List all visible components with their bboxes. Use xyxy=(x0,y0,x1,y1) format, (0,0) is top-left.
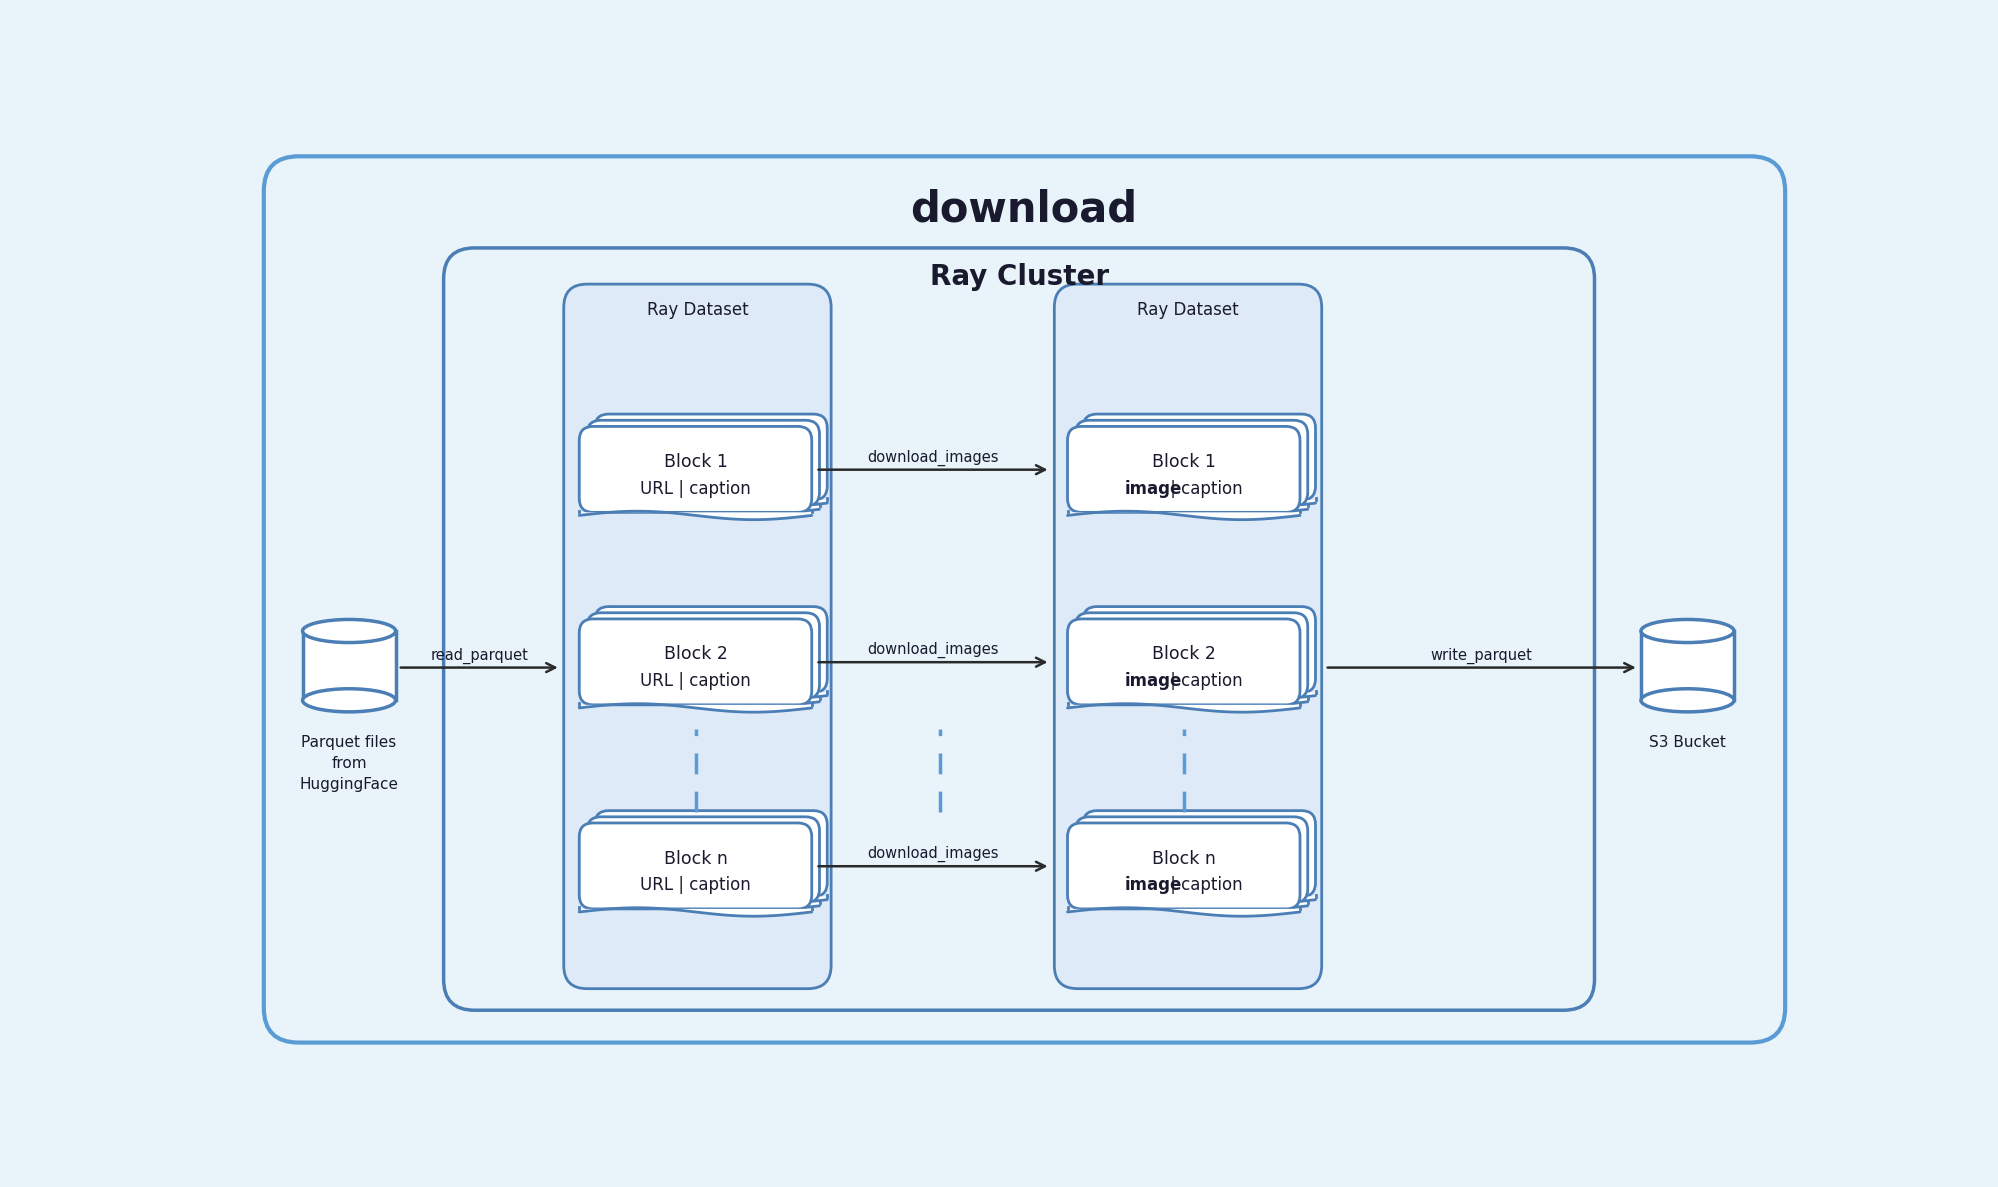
Polygon shape xyxy=(302,631,396,700)
Text: S3 Bucket: S3 Bucket xyxy=(1648,735,1724,749)
Text: Ray Dataset: Ray Dataset xyxy=(1137,301,1239,319)
Text: download: download xyxy=(909,189,1137,230)
Polygon shape xyxy=(1083,895,1315,903)
FancyBboxPatch shape xyxy=(1075,612,1307,699)
Polygon shape xyxy=(1067,512,1299,520)
FancyBboxPatch shape xyxy=(579,823,811,909)
Text: image: image xyxy=(1125,673,1181,691)
Text: read_parquet: read_parquet xyxy=(430,648,527,664)
Text: | caption: | caption xyxy=(1165,876,1243,895)
Ellipse shape xyxy=(302,620,396,642)
Polygon shape xyxy=(579,704,811,712)
FancyBboxPatch shape xyxy=(1067,426,1299,513)
Polygon shape xyxy=(1075,698,1307,706)
Text: download_images: download_images xyxy=(867,450,999,465)
Text: URL | caption: URL | caption xyxy=(639,876,751,895)
Ellipse shape xyxy=(302,688,396,712)
Text: image: image xyxy=(1125,480,1181,497)
FancyBboxPatch shape xyxy=(579,426,811,513)
Polygon shape xyxy=(1075,504,1307,514)
FancyBboxPatch shape xyxy=(587,612,819,699)
Polygon shape xyxy=(1640,631,1732,700)
FancyBboxPatch shape xyxy=(587,817,819,903)
Text: URL | caption: URL | caption xyxy=(639,673,751,691)
Polygon shape xyxy=(587,698,819,706)
Text: | caption: | caption xyxy=(1165,673,1243,691)
FancyBboxPatch shape xyxy=(1083,811,1315,896)
FancyBboxPatch shape xyxy=(1067,823,1299,909)
FancyBboxPatch shape xyxy=(264,157,1784,1042)
Text: URL | caption: URL | caption xyxy=(639,480,751,497)
Text: Ray Cluster: Ray Cluster xyxy=(929,264,1109,291)
Polygon shape xyxy=(579,512,811,520)
Ellipse shape xyxy=(1640,688,1732,712)
Text: Parquet files
from
HuggingFace: Parquet files from HuggingFace xyxy=(300,735,398,792)
FancyBboxPatch shape xyxy=(1053,284,1321,989)
FancyBboxPatch shape xyxy=(444,248,1594,1010)
FancyBboxPatch shape xyxy=(595,811,827,896)
FancyBboxPatch shape xyxy=(1083,414,1315,500)
Polygon shape xyxy=(1083,499,1315,507)
FancyBboxPatch shape xyxy=(1075,817,1307,903)
Text: Ray Dataset: Ray Dataset xyxy=(645,301,747,319)
Text: write_parquet: write_parquet xyxy=(1431,648,1532,664)
Text: Block 1: Block 1 xyxy=(1151,453,1215,471)
Polygon shape xyxy=(579,908,811,916)
Ellipse shape xyxy=(1640,620,1732,642)
FancyBboxPatch shape xyxy=(587,420,819,506)
Text: Block n: Block n xyxy=(1151,850,1215,868)
FancyBboxPatch shape xyxy=(1067,618,1299,705)
Text: download_images: download_images xyxy=(867,642,999,659)
FancyBboxPatch shape xyxy=(579,618,811,705)
Polygon shape xyxy=(587,504,819,514)
Text: Block 1: Block 1 xyxy=(663,453,727,471)
Text: download_images: download_images xyxy=(867,846,999,863)
FancyBboxPatch shape xyxy=(563,284,831,989)
Polygon shape xyxy=(1075,902,1307,910)
FancyBboxPatch shape xyxy=(595,414,827,500)
FancyBboxPatch shape xyxy=(595,607,827,692)
Polygon shape xyxy=(595,691,827,700)
Text: | caption: | caption xyxy=(1165,480,1243,497)
Polygon shape xyxy=(595,895,827,903)
Polygon shape xyxy=(1067,704,1299,712)
Polygon shape xyxy=(587,902,819,910)
Polygon shape xyxy=(1067,908,1299,916)
Text: Block n: Block n xyxy=(663,850,727,868)
Text: Block 2: Block 2 xyxy=(1151,646,1215,664)
Text: image: image xyxy=(1125,876,1181,895)
Text: Block 2: Block 2 xyxy=(663,646,727,664)
Polygon shape xyxy=(595,499,827,507)
Polygon shape xyxy=(1083,691,1315,700)
FancyBboxPatch shape xyxy=(1075,420,1307,506)
FancyBboxPatch shape xyxy=(1083,607,1315,692)
